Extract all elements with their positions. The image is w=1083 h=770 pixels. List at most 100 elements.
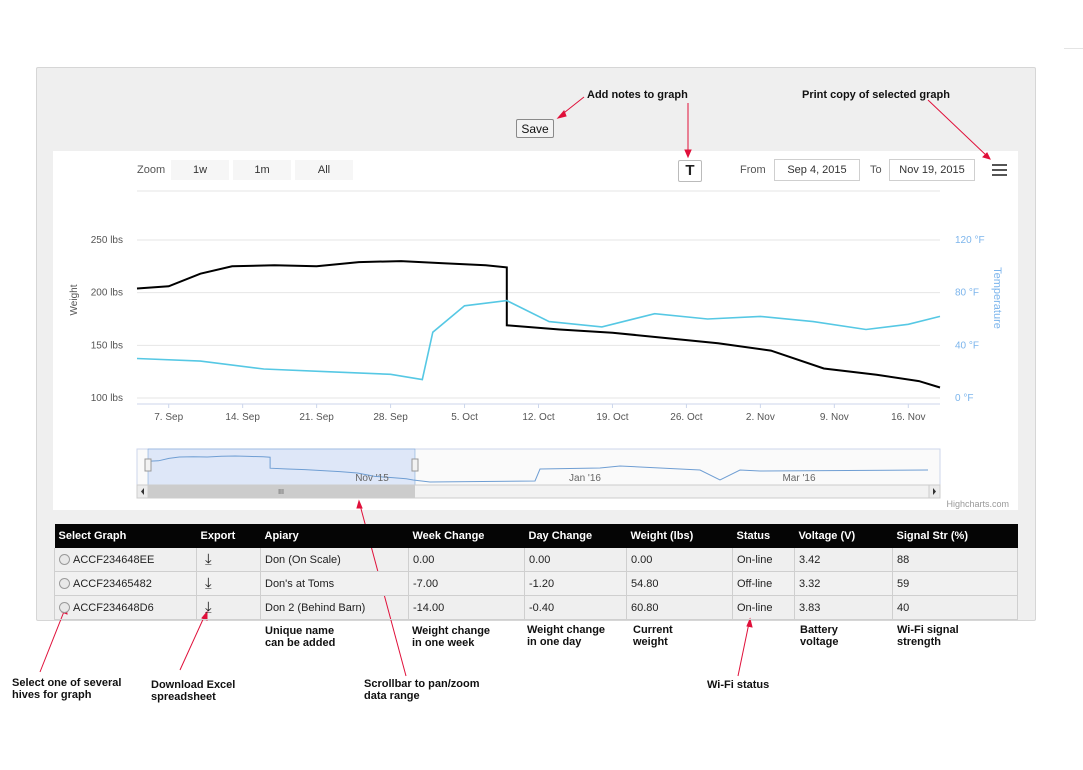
y-left-tick-label: 150 lbs (91, 340, 123, 351)
x-tick-label: 28. Sep (373, 412, 408, 423)
y-right-tick-label: 0 °F (955, 393, 973, 404)
x-tick-label: 12. Oct (522, 412, 554, 423)
save-button[interactable]: Save (516, 119, 554, 138)
voltage-cell: 3.32 (794, 571, 893, 596)
zoom-1w-button[interactable]: 1w (171, 160, 229, 180)
week-change-cell: -7.00 (408, 571, 525, 596)
navigator-label: Mar '16 (782, 473, 815, 484)
select-cell: ACCF234648D6 (54, 595, 197, 620)
annotation-scrollbar: Scrollbar to pan/zoom data range (364, 678, 480, 702)
signal-cell: 40 (892, 595, 1018, 620)
y-left-tick-label: 100 lbs (91, 393, 123, 404)
download-icon[interactable]: ⤓ (205, 551, 212, 568)
weight-series-line (136, 260, 941, 389)
navigator-handle-left[interactable] (144, 458, 152, 472)
day-change-cell: -1.20 (524, 571, 627, 596)
col-apiary: Apiary (260, 524, 409, 548)
scroll-left-arrow-icon (141, 488, 144, 495)
table-header-row: Select Graph Export Apiary Week Change D… (54, 524, 1018, 548)
voltage-cell: 3.83 (794, 595, 893, 620)
download-icon[interactable]: ⤓ (205, 599, 212, 616)
col-weight: Weight (lbs) (626, 524, 733, 548)
annotation-download: Download Excel spreadsheet (151, 679, 236, 703)
y-right-tick-label: 40 °F (955, 340, 979, 351)
day-change-cell: 0.00 (524, 548, 627, 572)
annotation-weight: Current weight (633, 624, 673, 648)
annotation-week-change: Weight change in one week (412, 625, 491, 649)
select-cell: ACCF234648EE (54, 548, 197, 572)
week-change-cell: -14.00 (408, 595, 525, 620)
navigator-series-line (147, 455, 929, 483)
arrowhead-wifi (746, 617, 753, 628)
weight-cell: 54.80 (626, 571, 733, 596)
x-tick-label: 26. Oct (670, 412, 702, 423)
export-cell: ⤓ (196, 595, 261, 620)
hive-id: ACCF23465482 (73, 577, 152, 590)
hive-radio[interactable] (59, 602, 70, 614)
from-label: From (740, 164, 766, 176)
x-tick-label: 14. Sep (225, 412, 260, 423)
hive-radio[interactable] (59, 554, 70, 566)
export-cell: ⤓ (196, 548, 261, 572)
arrow-select (39, 608, 66, 673)
y-right-tick-label: 120 °F (955, 235, 985, 246)
annotation-print: Print copy of selected graph (802, 89, 950, 101)
annotation-battery: Battery voltage (800, 624, 839, 648)
table-row: ACCF234648D6 ⤓ Don 2 (Behind Barn) -14.0… (54, 595, 1018, 620)
table-row: ACCF23465482 ⤓ Don's at Toms -7.00 -1.20… (54, 571, 1018, 596)
x-tick-label: 7. Sep (154, 412, 183, 423)
annotation-day-change: Weight change in one day (527, 624, 606, 648)
arrow-print (927, 99, 989, 158)
arrowhead-scrollbar (356, 499, 363, 509)
navigator-label: Jan '16 (569, 473, 601, 484)
scroll-right-arrow-icon (933, 488, 936, 495)
col-day-change: Day Change (524, 524, 627, 548)
zoom-1m-button[interactable]: 1m (233, 160, 291, 180)
hive-table: Select Graph Export Apiary Week Change D… (54, 524, 1018, 620)
add-notes-button[interactable]: T (678, 160, 702, 182)
col-signal: Signal Str (%) (892, 524, 1018, 548)
y-axis-right-title: Temperature (991, 267, 1003, 329)
annotation-select-hive: Select one of several hives for graph (12, 677, 122, 701)
top-right-divider (1064, 48, 1083, 49)
x-tick-label: 21. Sep (299, 412, 334, 423)
apiary-cell: Don's at Toms (260, 571, 409, 596)
scrollbar-thumb[interactable] (148, 485, 415, 498)
y-axis-left-title: Weight (69, 284, 80, 315)
x-tick-label: 2. Nov (746, 412, 775, 423)
status-cell: Off-line (732, 571, 795, 596)
highcharts-credits[interactable]: Highcharts.com (946, 499, 1009, 509)
arrow-wifi (737, 622, 750, 677)
hive-radio[interactable] (59, 578, 70, 590)
signal-cell: 88 (892, 548, 1018, 572)
export-cell: ⤓ (196, 571, 261, 596)
scrollbar-grip: III (278, 489, 284, 496)
col-export: Export (196, 524, 261, 548)
weight-cell: 0.00 (626, 548, 733, 572)
zoom-label: Zoom (137, 164, 166, 176)
signal-cell: 59 (892, 571, 1018, 596)
to-date-input[interactable]: Nov 19, 2015 (889, 159, 975, 181)
annotation-signal: Wi-Fi signal strength (897, 624, 959, 648)
hive-id: ACCF234648EE (73, 553, 155, 566)
navigator-handle-right[interactable] (411, 458, 419, 472)
select-cell: ACCF23465482 (54, 571, 197, 596)
col-voltage: Voltage (V) (794, 524, 893, 548)
arrow-download (179, 614, 206, 671)
y-left-tick-label: 200 lbs (91, 288, 123, 299)
zoom-all-button[interactable]: All (295, 160, 353, 180)
annotation-add-notes: Add notes to graph (587, 89, 688, 101)
to-label: To (870, 164, 882, 176)
status-cell: On-line (732, 548, 795, 572)
navigator-selection[interactable] (147, 448, 416, 486)
print-menu-icon[interactable] (992, 163, 1007, 177)
y-left-tick-label: 250 lbs (91, 235, 123, 246)
table-row: ACCF234648EE ⤓ Don (On Scale) 0.00 0.00 … (54, 548, 1018, 572)
download-icon[interactable]: ⤓ (205, 575, 212, 592)
annotation-apiary: Unique name can be added (265, 625, 336, 649)
navigator-label: Nov '15 (355, 473, 389, 484)
arrowhead-save (556, 110, 567, 119)
apiary-cell: Don (On Scale) (260, 548, 409, 572)
from-date-input[interactable]: Sep 4, 2015 (774, 159, 860, 181)
